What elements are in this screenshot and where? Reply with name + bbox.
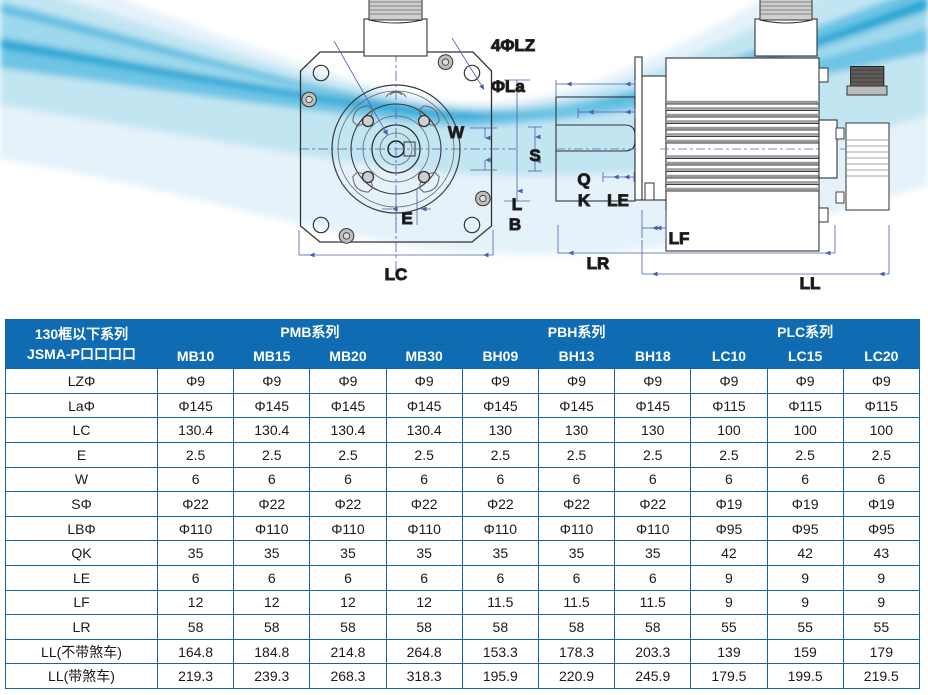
svg-text:ΦLa: ΦLa <box>491 77 525 96</box>
svg-text:LL: LL <box>800 274 821 293</box>
svg-text:LF: LF <box>669 229 690 248</box>
svg-text:LE: LE <box>607 191 629 210</box>
svg-text:L: L <box>512 195 522 214</box>
svg-text:LC: LC <box>385 265 408 284</box>
svg-text:B: B <box>509 215 521 234</box>
svg-text:S: S <box>529 146 540 165</box>
svg-text:LR: LR <box>587 254 610 273</box>
svg-text:Q: Q <box>577 170 590 189</box>
svg-text:E: E <box>401 209 412 228</box>
svg-text:K: K <box>578 191 591 210</box>
svg-text:4ΦLZ: 4ΦLZ <box>491 36 535 55</box>
svg-text:W: W <box>448 123 465 142</box>
